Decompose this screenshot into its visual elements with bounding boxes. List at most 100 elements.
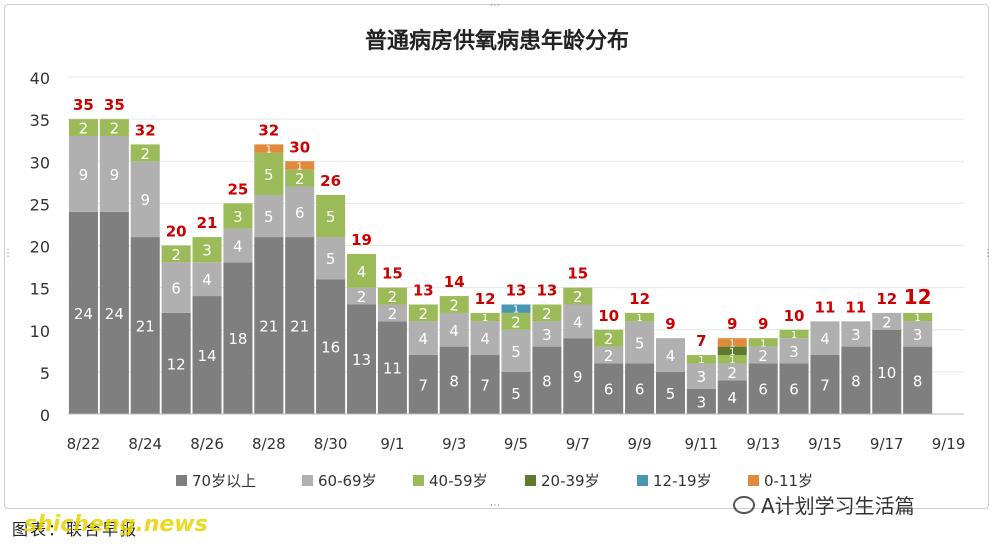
resize-handle-left[interactable]: ⋮ (3, 248, 13, 259)
segment-label: 2 (419, 305, 429, 323)
total-label: 21 (197, 214, 218, 232)
x-tick-label: 9/19 (932, 435, 966, 453)
segment-label: 14 (197, 347, 216, 365)
bar-segment (316, 237, 346, 280)
bar-segment (686, 355, 716, 364)
x-tick-label: 9/7 (566, 435, 590, 453)
bar-segment (563, 338, 593, 414)
segment-label: 3 (233, 208, 243, 226)
total-label: 9 (665, 315, 675, 333)
bar-segment (192, 296, 222, 414)
bar-segment (748, 363, 778, 414)
bar-segment (377, 304, 407, 322)
wechat-account-name: A计划学习生活篇 (761, 494, 915, 518)
segment-label: 2 (79, 120, 89, 138)
total-label: 10 (598, 307, 619, 325)
bar-segment (68, 211, 98, 414)
resize-handle-top[interactable]: ⋯ (490, 0, 500, 11)
bar-segment (625, 312, 655, 322)
segment-label: 2 (511, 313, 521, 331)
bar-segment (346, 304, 377, 414)
total-label: 9 (727, 315, 737, 333)
legend-swatch (637, 475, 648, 486)
legend: 70岁以上 60-69岁 40-59岁 20-39岁 12-19岁 0-11岁 (176, 472, 813, 490)
total-label: 26 (320, 172, 341, 190)
bar-segment (686, 388, 716, 414)
segment-label: 4 (357, 263, 367, 281)
segment-label: 4 (573, 313, 583, 331)
x-tick-label: 9/3 (442, 435, 466, 453)
bar-segment (99, 119, 129, 136)
segment-label: 21 (136, 318, 155, 336)
segment-label: 3 (789, 343, 799, 361)
bar-segment (779, 363, 809, 414)
segment-label: 3 (697, 368, 707, 386)
segment-label: 5 (264, 208, 274, 226)
segment-label: 2 (357, 288, 367, 306)
resize-handle-bottom[interactable]: ⋯ (490, 500, 500, 511)
segment-label: 5 (326, 208, 336, 226)
legend-swatch (176, 475, 187, 486)
legend-label: 12-19岁 (653, 472, 712, 490)
segment-label: 6 (789, 381, 799, 399)
x-tick-label: 9/11 (685, 435, 719, 453)
bar-segment (686, 363, 716, 389)
segment-label: 9 (573, 368, 583, 386)
segment-label: 8 (851, 372, 861, 390)
bar-segment (501, 371, 531, 414)
segment-label: 21 (290, 318, 309, 336)
chart-title: 普通病房供氧病患年龄分布 (365, 28, 629, 54)
y-tick-label: 30 (30, 153, 50, 172)
total-label: 9 (758, 315, 768, 333)
bar-segment (872, 312, 902, 330)
chart-source: 图表：联合早报 (12, 520, 139, 539)
bar-segment (532, 346, 562, 414)
bar-segment (625, 363, 655, 414)
segment-label: 1 (791, 330, 797, 341)
segment-label: 1 (636, 313, 642, 324)
segment-label: 2 (449, 296, 459, 314)
bar-segment (841, 346, 871, 414)
segment-label: 5 (635, 334, 645, 352)
y-tick-label: 5 (40, 364, 50, 383)
y-tick-label: 15 (30, 280, 50, 299)
segment-label: 5 (511, 385, 521, 403)
bar-segment (192, 262, 222, 297)
segment-label: 12 (167, 355, 186, 373)
bar-segment (408, 321, 438, 356)
bar-segment (501, 312, 531, 330)
y-tick-label: 25 (30, 195, 50, 214)
bar-segment (68, 135, 98, 212)
segment-label: 21 (259, 318, 278, 336)
total-label: 7 (696, 332, 706, 350)
segment-label: 2 (388, 288, 398, 306)
total-label: 13 (536, 281, 557, 299)
legend-label: 60-69岁 (318, 472, 377, 490)
bar-segment (717, 338, 747, 347)
total-label: 35 (104, 96, 125, 114)
bar-segment (377, 321, 407, 414)
bar-segment (717, 380, 747, 414)
segment-label: 2 (758, 347, 768, 365)
resize-handle-right[interactable]: ⋮ (983, 248, 993, 259)
bar-segment (594, 346, 624, 364)
total-label: 11 (815, 298, 836, 316)
segment-label: 18 (228, 330, 247, 348)
segment-label: 13 (352, 351, 371, 369)
total-label: 19 (351, 231, 372, 249)
bar-segment (532, 304, 562, 322)
segment-label: 4 (820, 330, 830, 348)
bar-segment (99, 135, 129, 212)
total-label: 10 (784, 307, 805, 325)
segment-label: 7 (419, 377, 429, 395)
wechat-account: A计划学习生活篇 (733, 490, 915, 519)
segment-label: 9 (79, 166, 89, 184)
bar-segment (130, 161, 160, 238)
bar-segment (625, 321, 655, 364)
legend-swatch (302, 475, 313, 486)
legend-label: 20-39岁 (541, 472, 600, 490)
segment-label: 3 (697, 393, 707, 411)
bar-segment (68, 119, 98, 136)
legend-label: 0-11岁 (764, 472, 813, 490)
